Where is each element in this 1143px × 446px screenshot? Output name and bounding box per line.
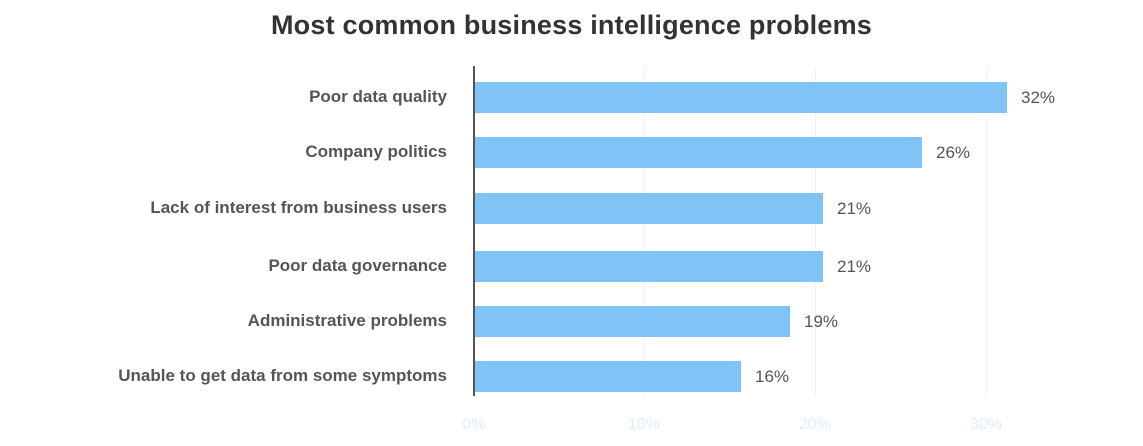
gridline-20 bbox=[815, 66, 816, 396]
x-tick-10: 10% bbox=[627, 416, 661, 433]
gridline-10 bbox=[644, 66, 645, 396]
gridline-30 bbox=[986, 66, 987, 396]
bar bbox=[475, 82, 1007, 113]
bar bbox=[475, 137, 922, 168]
x-tick-30: 30% bbox=[969, 416, 1003, 433]
bar bbox=[475, 193, 823, 224]
bar bbox=[475, 306, 790, 337]
category-label: Company politics bbox=[305, 142, 447, 161]
y-axis-line bbox=[473, 66, 475, 396]
category-label: Lack of interest from business users bbox=[150, 198, 447, 217]
value-label: 16% bbox=[755, 367, 790, 386]
value-label: 19% bbox=[804, 312, 839, 331]
x-tick-0: 0% bbox=[462, 416, 486, 433]
bar bbox=[475, 251, 823, 282]
category-label: Administrative problems bbox=[247, 311, 447, 330]
bar bbox=[475, 361, 741, 392]
value-label: 26% bbox=[936, 143, 971, 162]
x-tick-20: 20% bbox=[798, 416, 832, 433]
category-label: Poor data quality bbox=[309, 87, 447, 106]
value-label: 21% bbox=[837, 199, 872, 218]
category-label: Unable to get data from some symptoms bbox=[118, 366, 447, 385]
category-label: Poor data governance bbox=[268, 256, 447, 275]
chart-title: Most common business intelligence proble… bbox=[270, 10, 872, 40]
value-label: 32% bbox=[1021, 88, 1056, 107]
value-label: 21% bbox=[837, 257, 872, 276]
